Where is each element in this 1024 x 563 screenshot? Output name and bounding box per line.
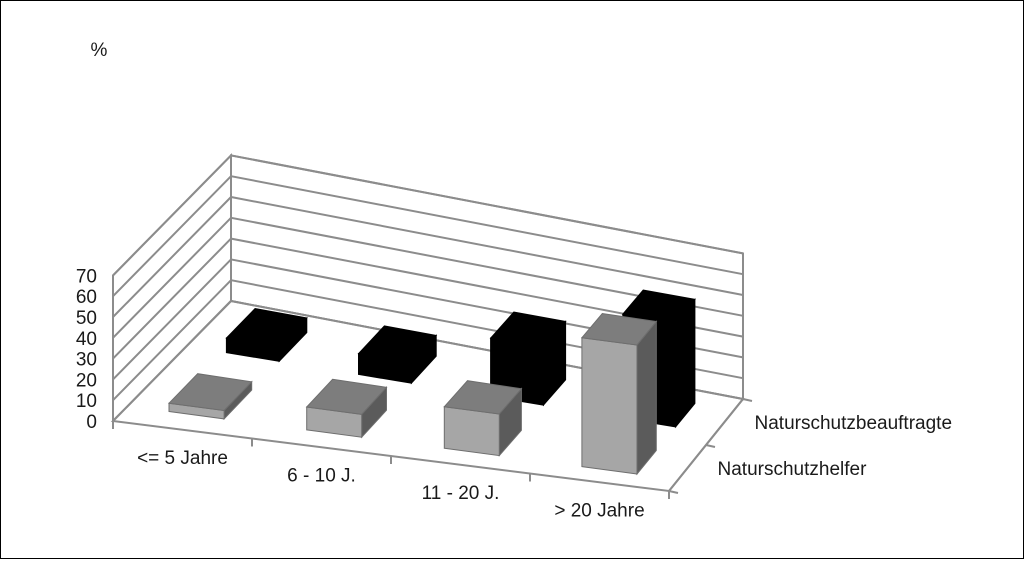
y-axis-unit-label: % xyxy=(91,40,108,61)
category-label: <= 5 Jahre xyxy=(137,448,228,469)
depth-axis-tick xyxy=(742,398,753,402)
bar xyxy=(225,307,308,363)
category-label: 6 - 10 J. xyxy=(287,465,356,486)
bar-top xyxy=(580,312,658,346)
gridline xyxy=(112,175,744,297)
bar-top xyxy=(621,289,696,324)
gridline xyxy=(112,216,744,339)
depth-axis-tick xyxy=(668,490,679,494)
bar xyxy=(443,380,523,457)
bar-top xyxy=(489,311,567,348)
bar-top xyxy=(167,373,253,412)
bar-top xyxy=(225,307,308,348)
series-label: Naturschutzhelfer xyxy=(718,459,868,480)
y-tick-label: 40 xyxy=(76,329,97,350)
bar-side xyxy=(636,320,657,476)
gridline xyxy=(112,195,744,318)
y-tick-label: 70 xyxy=(76,266,97,287)
y-tick-label: 20 xyxy=(76,370,97,391)
bar-top xyxy=(305,378,388,415)
y-tick-label: 0 xyxy=(86,412,97,433)
y-tick-label: 50 xyxy=(76,308,97,329)
bar xyxy=(357,325,438,385)
category-labels: <= 5 Jahre 6 - 10 J. 11 - 20 J. > 20 Jahre xyxy=(137,448,645,522)
gridline xyxy=(112,154,744,277)
gridline xyxy=(112,279,744,401)
bar xyxy=(305,378,388,439)
bar-front xyxy=(581,337,638,475)
bar xyxy=(580,312,658,476)
bar xyxy=(167,373,253,421)
y-tick-label: 30 xyxy=(76,350,97,371)
bar-top xyxy=(443,380,523,415)
y-tick-label: 60 xyxy=(76,287,97,308)
category-label: 11 - 20 J. xyxy=(422,483,500,504)
bar-top xyxy=(357,325,438,363)
y-tick-label: 10 xyxy=(76,391,97,412)
gridline xyxy=(112,258,744,381)
depth-axis-tick xyxy=(705,444,716,448)
gridline xyxy=(112,237,744,360)
bar-front xyxy=(443,406,500,457)
category-label: > 20 Jahre xyxy=(554,500,644,521)
series-label: Naturschutzbeauftragte xyxy=(755,413,953,434)
gridline xyxy=(112,299,744,422)
series-axis-labels: Naturschutzhelfer Naturschutzbeauftragte xyxy=(718,413,953,480)
chart-bars xyxy=(167,289,696,476)
